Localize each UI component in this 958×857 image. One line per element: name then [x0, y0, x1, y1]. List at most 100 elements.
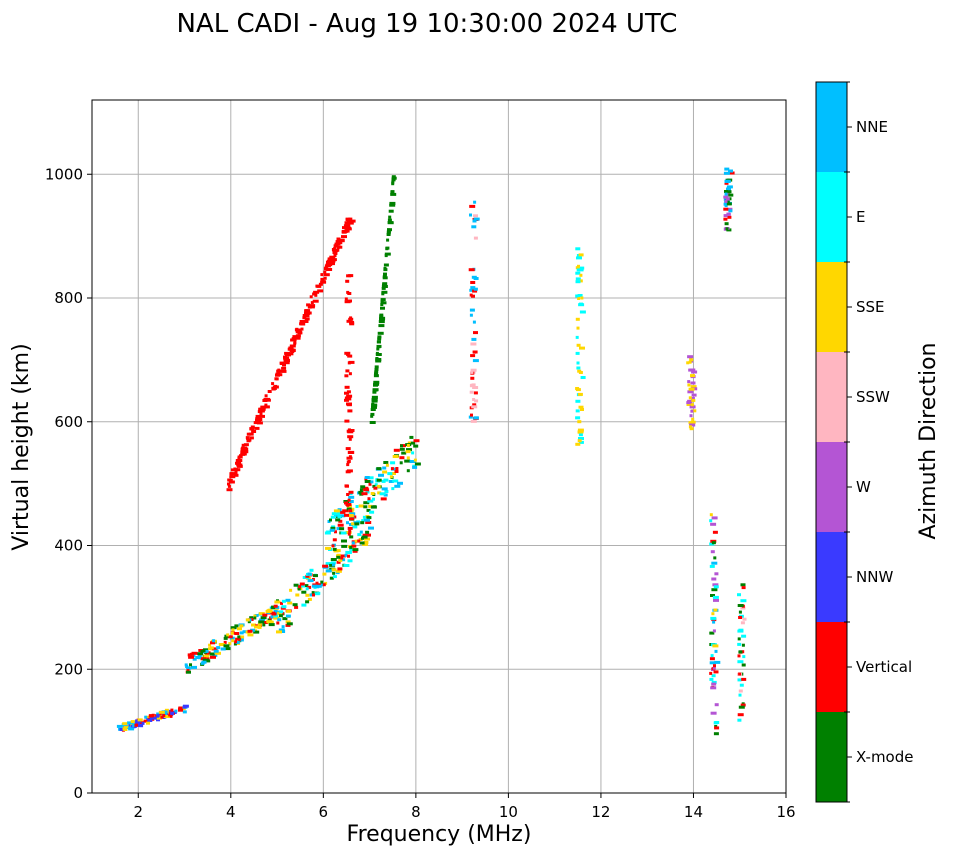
- echo-point: [333, 247, 336, 251]
- echo-point: [322, 583, 326, 587]
- echo-point: [738, 693, 742, 697]
- echo-point: [347, 451, 354, 454]
- echo-point: [741, 677, 747, 681]
- echo-point: [292, 603, 298, 607]
- echo-point: [255, 418, 261, 422]
- echo-point: [471, 225, 477, 229]
- echo-point: [365, 490, 370, 494]
- echo-point: [271, 605, 276, 609]
- echo-point: [690, 385, 697, 389]
- echo-point: [344, 374, 349, 378]
- echo-point: [141, 721, 145, 725]
- echo-point: [253, 614, 257, 618]
- echo-point: [738, 705, 745, 709]
- echo-point: [384, 252, 391, 256]
- y-tick-label: 200: [54, 660, 83, 678]
- echo-point: [366, 508, 371, 512]
- echo-point: [300, 327, 304, 331]
- echo-point: [258, 612, 265, 616]
- echo-point: [578, 268, 584, 272]
- echo-point: [186, 669, 190, 672]
- echo-point: [470, 383, 474, 387]
- echo-point: [714, 649, 718, 653]
- echo-point: [332, 571, 336, 575]
- echo-point: [347, 354, 353, 358]
- echo-points: [116, 167, 747, 736]
- echo-point: [235, 641, 240, 644]
- echo-point: [385, 490, 389, 493]
- echo-point: [260, 414, 265, 418]
- echo-point: [362, 533, 369, 537]
- echo-point: [387, 221, 393, 224]
- echo-point: [345, 484, 349, 488]
- echo-point: [332, 575, 337, 579]
- echo-point: [268, 623, 275, 627]
- echo-point: [262, 623, 266, 627]
- echo-point: [331, 544, 335, 548]
- echo-point: [361, 492, 368, 496]
- echo-point: [374, 365, 379, 369]
- echo-point: [239, 624, 244, 628]
- echo-point: [387, 218, 392, 222]
- echo-point: [723, 171, 730, 175]
- echo-point: [182, 710, 187, 714]
- echo-point: [127, 721, 133, 725]
- echo-point: [738, 616, 743, 619]
- colorbar-frame: [815, 81, 848, 803]
- echo-point: [686, 403, 692, 406]
- echo-point: [724, 190, 728, 193]
- echo-point: [271, 386, 276, 390]
- echo-point: [381, 487, 388, 491]
- echo-point: [276, 621, 280, 625]
- y-tick-label: 800: [54, 289, 83, 307]
- echo-point: [231, 639, 235, 643]
- echo-point: [273, 616, 280, 620]
- echo-point: [344, 398, 349, 402]
- echo-point: [360, 485, 366, 489]
- echo-point: [346, 503, 350, 507]
- echo-point: [306, 303, 311, 307]
- echo-point: [726, 192, 731, 196]
- echo-point: [687, 390, 694, 394]
- echo-point: [336, 553, 341, 557]
- echo-point: [336, 560, 341, 564]
- echo-point: [389, 475, 393, 479]
- echo-point: [352, 525, 358, 529]
- echo-point: [137, 718, 143, 722]
- echo-point: [292, 335, 297, 339]
- echo-point: [406, 448, 412, 452]
- echo-point: [341, 544, 348, 548]
- echo-point: [331, 512, 336, 516]
- echo-point: [178, 708, 183, 712]
- echo-point: [409, 460, 416, 463]
- echo-point: [691, 409, 697, 413]
- echo-point: [413, 458, 417, 462]
- echo-point: [241, 446, 248, 450]
- echo-point: [376, 484, 381, 488]
- echo-point: [469, 213, 472, 217]
- echo-point: [737, 642, 742, 646]
- echo-point: [470, 376, 475, 380]
- colorbar-label-w: W: [856, 478, 871, 496]
- echo-point: [724, 222, 729, 226]
- echo-point: [383, 478, 389, 482]
- echo-point: [688, 425, 692, 429]
- echo-point: [689, 414, 693, 418]
- echo-point: [304, 311, 310, 315]
- echo-point: [357, 533, 362, 537]
- echo-point: [235, 637, 242, 641]
- echo-point: [349, 545, 353, 549]
- echo-point: [575, 387, 580, 390]
- echo-point: [242, 452, 247, 456]
- echo-point: [577, 420, 582, 424]
- y-tick-label: 0: [73, 784, 83, 802]
- echo-point: [347, 532, 351, 536]
- echo-point: [371, 403, 378, 407]
- echo-point: [257, 622, 262, 626]
- echo-point: [330, 558, 337, 561]
- echo-point: [346, 521, 349, 525]
- echo-point: [210, 655, 216, 659]
- echo-point: [349, 219, 356, 223]
- echo-point: [710, 711, 717, 715]
- echo-point: [688, 396, 692, 400]
